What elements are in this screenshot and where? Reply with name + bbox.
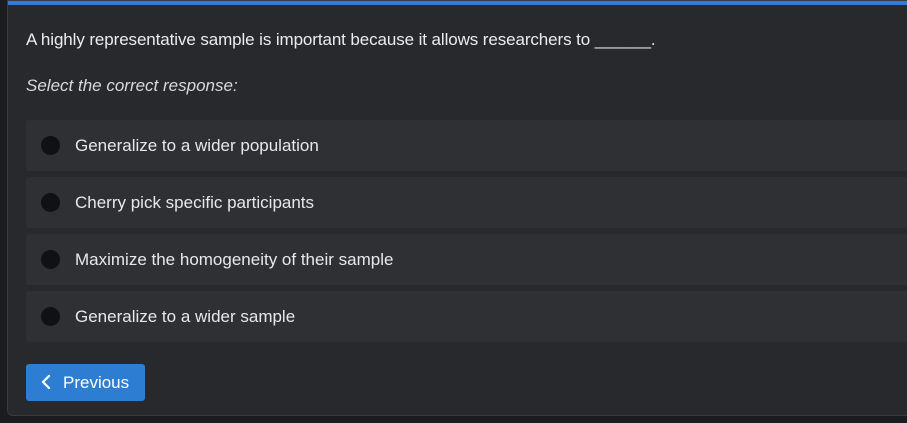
option-label: Maximize the homogeneity of their sample [75, 250, 394, 269]
top-accent-bar [8, 1, 907, 5]
answer-option[interactable]: Maximize the homogeneity of their sample [26, 234, 907, 285]
radio-button[interactable] [41, 136, 60, 155]
radio-button[interactable] [41, 193, 60, 212]
question-card: A highly representative sample is import… [7, 0, 907, 416]
option-label: Cherry pick specific participants [75, 193, 315, 212]
answer-option[interactable]: Generalize to a wider sample [26, 291, 907, 342]
previous-label: Previous [63, 373, 130, 392]
instruction-text: Select the correct response: [26, 76, 238, 95]
previous-button[interactable]: Previous [26, 364, 145, 401]
option-label: Generalize to a wider sample [75, 307, 296, 326]
question-text: A highly representative sample is import… [26, 30, 656, 49]
option-label: Generalize to a wider population [75, 136, 319, 155]
radio-button[interactable] [41, 250, 60, 269]
answer-option[interactable]: Cherry pick specific participants [26, 177, 907, 228]
radio-button[interactable] [41, 307, 60, 326]
answer-options: Generalize to a wider population Cherry … [26, 120, 907, 348]
chevron-left-icon [41, 374, 51, 390]
answer-option[interactable]: Generalize to a wider population [26, 120, 907, 171]
